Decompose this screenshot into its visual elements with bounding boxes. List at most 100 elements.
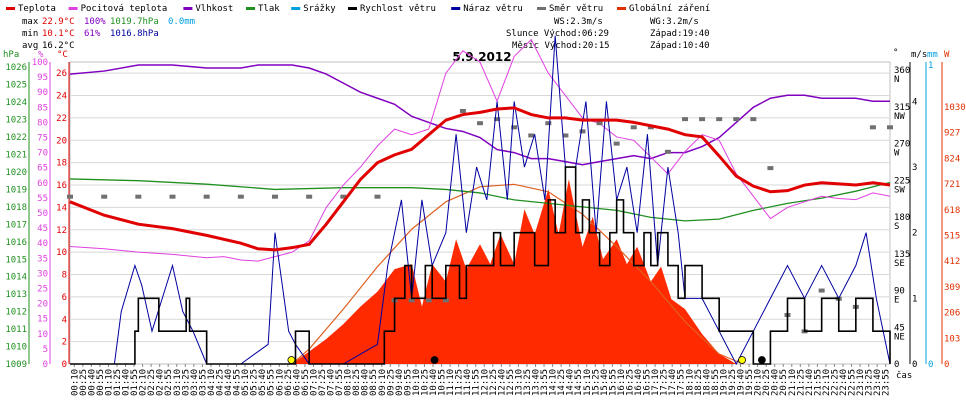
time-tick-label: 10:40 bbox=[429, 369, 439, 396]
time-tick-label: 23:40 bbox=[873, 369, 883, 396]
axis-w-tick: 927 bbox=[944, 129, 960, 139]
legend-swatch-0 bbox=[6, 7, 15, 10]
time-tick-label: 06:25 bbox=[284, 369, 294, 396]
axis-pct-tick: 50 bbox=[37, 209, 48, 219]
time-tick-label: 18:10 bbox=[685, 369, 695, 396]
series-wind-direction-point bbox=[135, 194, 142, 199]
stat-ws: WS:2.3m/s bbox=[554, 17, 603, 27]
time-tick-label: 01:40 bbox=[122, 369, 132, 396]
axis-degc-tick: 12 bbox=[56, 226, 67, 236]
axis-ms-tick: 0 bbox=[912, 360, 917, 370]
series-wind-direction-point bbox=[733, 117, 740, 122]
axis-pct-tick: 15 bbox=[37, 315, 48, 325]
axis-pct-tick: 75 bbox=[37, 134, 48, 144]
series-wind-direction-point bbox=[682, 117, 688, 122]
series-wind-direction-point bbox=[425, 298, 432, 303]
time-tick-label: 14:25 bbox=[557, 369, 567, 396]
axis-pct-tick: 25 bbox=[37, 285, 48, 295]
time-tick-label: 15:25 bbox=[591, 369, 601, 396]
stat-avg-label: avg bbox=[22, 41, 38, 51]
series-wind-direction-point bbox=[596, 121, 603, 126]
axis-dir-tick: 180 bbox=[894, 213, 910, 223]
axis-hpa-tick: 1018 bbox=[5, 203, 27, 213]
stat-max-hum: 100% bbox=[84, 17, 106, 27]
time-tick-label: 21:25 bbox=[796, 369, 806, 396]
time-tick-label: 16:55 bbox=[643, 369, 653, 396]
axis-dir-tick: 135 bbox=[894, 250, 910, 260]
axis-dir-letter: SW bbox=[894, 185, 905, 195]
legend-swatch-7 bbox=[537, 7, 546, 10]
axis-degc-tick: 24 bbox=[56, 92, 67, 102]
time-tick-label: 00:25 bbox=[79, 369, 89, 396]
time-tick-label: 11:10 bbox=[446, 369, 456, 396]
time-tick-label: 03:40 bbox=[190, 369, 200, 396]
stat-wg: WG:3.2m/s bbox=[650, 17, 699, 27]
series-wind-speed bbox=[70, 166, 891, 365]
series-wind-direction-point bbox=[169, 194, 176, 199]
time-tick-label: 02:55 bbox=[164, 369, 174, 396]
axis-pct-tick: 40 bbox=[37, 239, 48, 249]
axis-hpa-tick: 1014 bbox=[5, 273, 27, 283]
axis-pct-tick: 35 bbox=[37, 254, 48, 264]
time-tick-label: 04:55 bbox=[233, 369, 243, 396]
time-tick-label: 04:25 bbox=[215, 369, 225, 396]
axis-pct-tick: 80 bbox=[37, 118, 48, 128]
axis-degc-tick: 10 bbox=[56, 248, 67, 258]
time-tick-label: 17:55 bbox=[677, 369, 687, 396]
axis-degc-tick: 22 bbox=[56, 114, 67, 124]
axis-hpa-unit: hPa bbox=[3, 50, 19, 60]
axis-ms-tick: 2 bbox=[912, 229, 917, 239]
axis-w-tick: 206 bbox=[944, 309, 960, 319]
time-tick-label: 02:25 bbox=[147, 369, 157, 396]
stat-min-label: min bbox=[22, 29, 38, 39]
axis-degc-tick: 18 bbox=[56, 159, 67, 169]
axis-hpa-tick: 1009 bbox=[5, 360, 27, 370]
axis-pct-tick: 0 bbox=[43, 360, 48, 370]
time-tick-label: 16:40 bbox=[634, 369, 644, 396]
axis-degc-tick: 26 bbox=[56, 69, 67, 79]
legend-swatch-4 bbox=[291, 7, 301, 10]
time-tick-label: 15:40 bbox=[600, 369, 610, 396]
time-tick-label: 03:25 bbox=[181, 369, 191, 396]
legend-label-2: Vlhkost bbox=[195, 4, 233, 14]
axis-hpa-tick: 1017 bbox=[5, 220, 27, 230]
axis-ms-tick: 1 bbox=[912, 294, 917, 304]
time-tick-label: 13:40 bbox=[532, 369, 542, 396]
time-tick-label: 09:55 bbox=[403, 369, 413, 396]
stat-max-label: max bbox=[22, 17, 39, 27]
time-tick-label: 12:55 bbox=[506, 369, 516, 396]
axis-degc-tick: 16 bbox=[56, 181, 67, 191]
axis-w-tick: 309 bbox=[944, 283, 960, 293]
series-wind-direction-point bbox=[613, 141, 620, 146]
axis-hpa-tick: 1015 bbox=[5, 255, 27, 265]
stat-min-hum: 61% bbox=[84, 29, 101, 39]
time-tick-label: 10:25 bbox=[420, 369, 430, 396]
time-tick-label: 23:25 bbox=[865, 369, 875, 396]
axis-pct-tick: 65 bbox=[37, 164, 48, 174]
legend-label-6: Náraz větru bbox=[463, 4, 523, 14]
stat-max-press: 1019.7hPa bbox=[110, 17, 159, 27]
series-wind-direction-point bbox=[494, 117, 501, 122]
series-wind-direction-point bbox=[562, 133, 569, 138]
series-temperature bbox=[69, 106, 891, 252]
stat-min-temp: 10.1°C bbox=[42, 29, 75, 39]
time-tick-label: 07:40 bbox=[327, 369, 337, 396]
time-tick-label: 02:10 bbox=[139, 369, 149, 396]
axis-pct-tick: 85 bbox=[37, 103, 48, 113]
axis-time-unit: čas bbox=[896, 370, 912, 381]
time-tick-label: 13:55 bbox=[540, 369, 550, 396]
axis-mm-tick: 1 bbox=[928, 61, 933, 71]
axis-hpa-tick: 1019 bbox=[5, 185, 27, 195]
axis-hpa-tick: 1010 bbox=[5, 343, 27, 353]
time-tick-label: 20:40 bbox=[771, 369, 781, 396]
axis-ms-unit: m/s bbox=[911, 50, 927, 60]
series-wind-direction-point bbox=[408, 298, 415, 303]
axis-degc-tick: 20 bbox=[56, 136, 67, 146]
time-tick-label: 08:10 bbox=[344, 369, 354, 396]
axis-w-tick: 412 bbox=[944, 257, 960, 267]
series-wind-direction-point bbox=[237, 194, 244, 199]
legend-swatch-6 bbox=[451, 7, 461, 10]
axis-pct-tick: 90 bbox=[37, 88, 48, 98]
time-tick-label: 03:10 bbox=[173, 369, 183, 396]
